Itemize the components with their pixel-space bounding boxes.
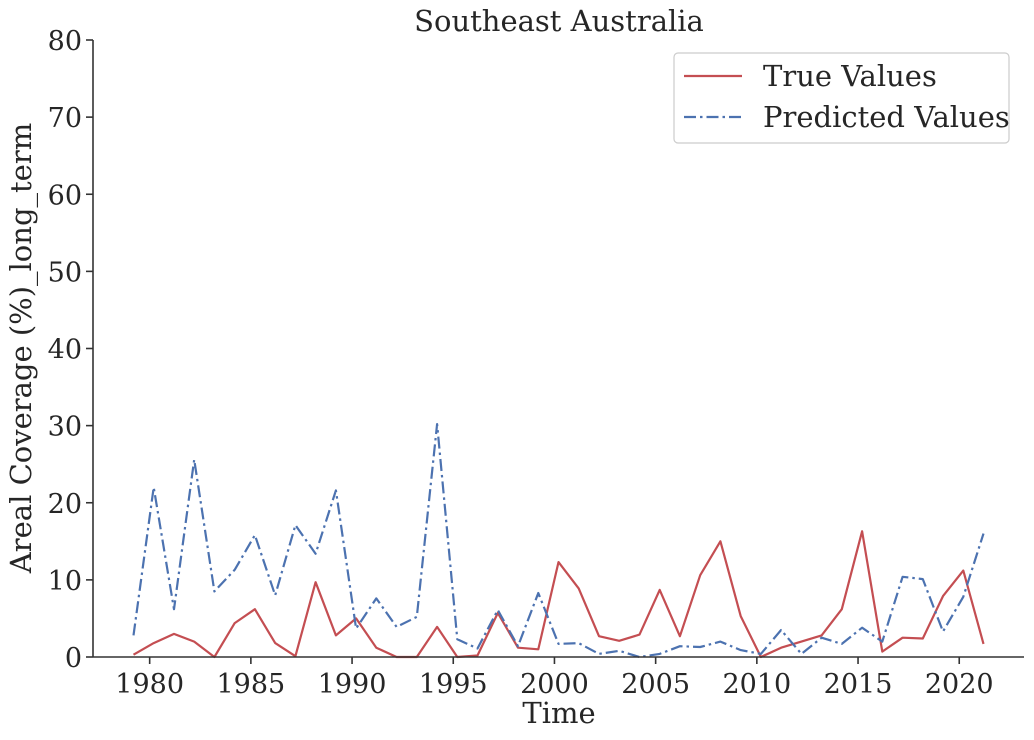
y-tick-label: 70 — [48, 103, 82, 134]
legend-label-true-values: True Values — [763, 59, 937, 93]
plot-area: 0 10 20 30 40 50 60 70 80 1980 1985 1990 1995 2000 20… — [48, 26, 1024, 700]
x-tick-label: 2005 — [621, 669, 690, 700]
legend-label-predicted-values: Predicted Values — [763, 100, 1010, 134]
chart-title: Southeast Australia — [414, 4, 704, 38]
legend: True Values Predicted Values — [673, 52, 1010, 144]
x-axis-ticks: 1980 1985 1990 1995 2000 2005 2010 2015 2020 — [115, 657, 994, 700]
x-tick-label: 1995 — [419, 669, 488, 700]
x-tick-label: 2000 — [520, 669, 589, 700]
series-layer — [132, 423, 985, 659]
y-tick-label: 80 — [48, 26, 82, 57]
series-line-predicted-values — [132, 423, 985, 659]
legend-box — [673, 52, 1010, 144]
x-tick-label: 2020 — [925, 669, 994, 700]
x-tick-label: 2015 — [824, 669, 893, 700]
y-tick-label: 40 — [48, 335, 82, 366]
x-tick-label: 1990 — [318, 669, 387, 700]
y-tick-label: 20 — [48, 489, 82, 520]
x-tick-label: 1980 — [115, 669, 184, 700]
x-tick-label: 2010 — [722, 669, 791, 700]
y-tick-label: 50 — [48, 257, 82, 288]
x-axis-title: Time — [522, 696, 595, 730]
y-axis-title: Areal Coverage (%)_long_term — [4, 123, 39, 574]
y-axis-ticks: 0 10 20 30 40 50 60 70 80 — [48, 26, 93, 674]
y-tick-label: 10 — [48, 566, 82, 597]
y-tick-label: 0 — [65, 643, 82, 674]
x-tick-label: 1985 — [217, 669, 286, 700]
series-line-true-values — [132, 530, 985, 659]
y-tick-label: 30 — [48, 412, 82, 443]
y-tick-label: 60 — [48, 180, 82, 211]
